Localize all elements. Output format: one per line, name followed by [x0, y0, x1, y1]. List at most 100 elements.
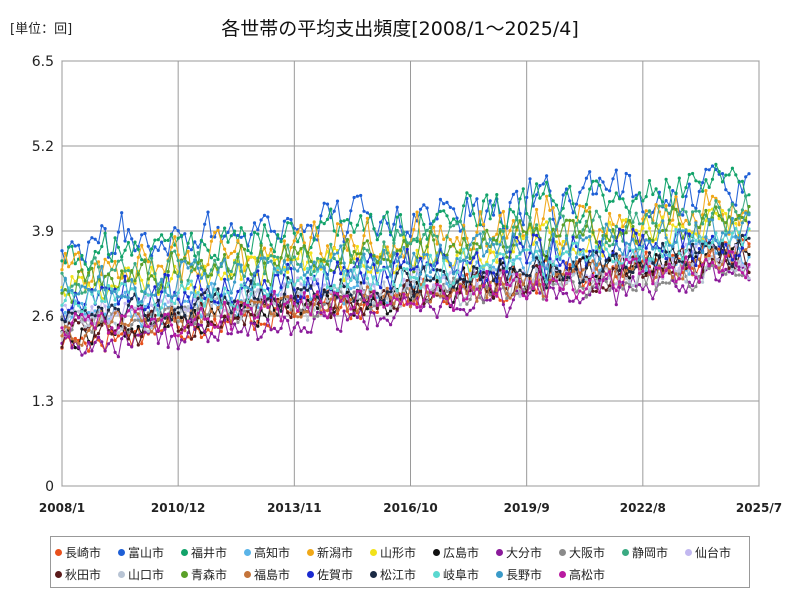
series-point — [574, 202, 579, 206]
series-point — [472, 306, 476, 310]
series-point — [335, 233, 340, 237]
series-point — [727, 249, 731, 254]
legend-item: 山口市 — [118, 565, 181, 583]
series-point — [116, 307, 120, 311]
series-point — [730, 258, 735, 262]
series-point — [166, 281, 170, 285]
series-point — [163, 272, 167, 277]
series-point — [628, 280, 632, 284]
series-point — [136, 312, 140, 316]
series-point — [163, 322, 167, 326]
series-point — [458, 259, 462, 263]
series-point — [584, 209, 589, 213]
series-point — [239, 300, 243, 304]
series-point — [73, 346, 77, 350]
series-point — [677, 228, 681, 232]
series-point — [302, 241, 306, 245]
series-point — [206, 328, 210, 332]
series-point — [130, 305, 134, 309]
legend-label: 山口市 — [128, 567, 165, 582]
series-point — [564, 266, 569, 270]
series-point — [581, 256, 585, 260]
series-point — [727, 173, 731, 177]
series-point — [226, 240, 230, 244]
legend-item: 長崎市 — [55, 543, 118, 561]
series-point — [329, 297, 333, 301]
series-point — [249, 321, 253, 325]
series-point — [136, 300, 140, 304]
series-point — [707, 257, 711, 261]
series-point — [654, 281, 658, 285]
series-point — [614, 224, 618, 228]
series-point — [481, 264, 486, 268]
series-point — [242, 323, 247, 327]
series-point — [146, 293, 150, 297]
series-point — [389, 260, 393, 264]
series-point — [223, 234, 227, 238]
legend-item: 仙台市 — [685, 543, 748, 561]
series-point — [100, 283, 104, 287]
series-point — [183, 326, 187, 330]
series-point — [385, 245, 389, 249]
series-point — [87, 314, 91, 318]
legend-item: 長野市 — [496, 565, 559, 583]
series-point — [193, 295, 197, 299]
series-point — [375, 255, 379, 259]
series-point — [571, 219, 575, 223]
series-point — [379, 300, 383, 304]
series-point — [465, 191, 469, 195]
series-point — [740, 208, 745, 212]
series-point — [538, 256, 542, 260]
series-point — [438, 268, 442, 272]
series-point — [153, 332, 157, 336]
series-point — [621, 252, 625, 256]
series-point — [286, 276, 290, 280]
series-point — [90, 236, 94, 240]
series-point — [707, 208, 711, 212]
series-point — [289, 298, 293, 302]
series-point — [203, 329, 207, 334]
series-point — [196, 266, 200, 270]
series-point — [442, 269, 446, 274]
series-point — [415, 248, 419, 252]
series-point — [80, 253, 84, 258]
series-point — [103, 274, 107, 278]
series-point — [584, 258, 589, 262]
series-point — [505, 296, 509, 300]
series-point — [365, 265, 369, 269]
series-point — [554, 255, 559, 259]
series-point — [146, 244, 150, 248]
series-point — [316, 314, 320, 318]
series-point — [322, 266, 326, 270]
series-point — [179, 331, 184, 335]
series-point — [395, 267, 399, 271]
series-point — [608, 244, 612, 248]
series-point — [113, 338, 117, 343]
series-point — [462, 247, 466, 251]
series-point — [415, 290, 419, 294]
series-point — [100, 340, 104, 344]
series-point — [677, 251, 681, 255]
series-point — [671, 276, 675, 280]
series-point — [468, 297, 472, 301]
series-point — [163, 316, 167, 320]
series-point — [150, 309, 154, 313]
series-point — [611, 228, 615, 232]
series-point — [223, 308, 227, 312]
series-point — [674, 207, 678, 212]
series-point — [130, 345, 134, 349]
series-point — [438, 224, 442, 228]
series-point — [292, 302, 296, 306]
legend-label: 大分市 — [506, 545, 543, 560]
series-point — [193, 302, 197, 306]
series-point — [382, 215, 386, 219]
series-point — [143, 313, 147, 318]
legend-label: 仙台市 — [695, 545, 732, 560]
series-point — [671, 258, 675, 262]
series-point — [309, 284, 313, 288]
series-point — [604, 259, 608, 263]
series-point — [697, 180, 701, 184]
series-point — [554, 240, 559, 244]
series-point — [362, 241, 366, 245]
series-point — [239, 283, 243, 287]
